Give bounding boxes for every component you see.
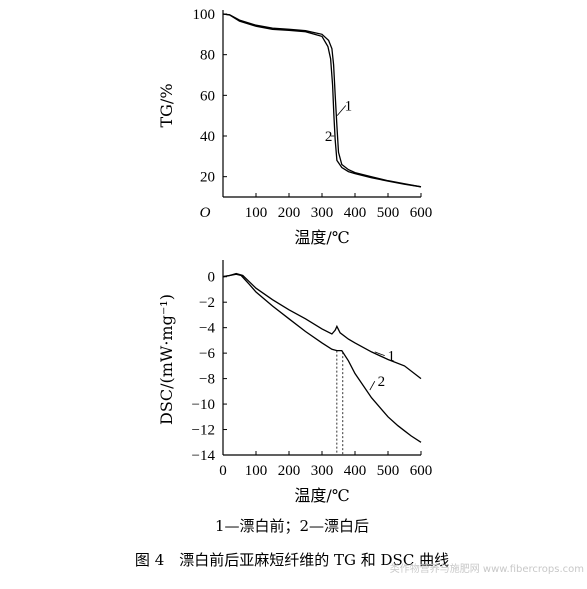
curve-label: 1 — [345, 99, 353, 115]
y-tick-label: −10 — [192, 397, 215, 413]
x-tick-label: 200 — [278, 463, 301, 479]
x-tick-label: 400 — [344, 205, 367, 221]
y-tick-label: −6 — [199, 346, 215, 362]
x-axis-label: 温度/℃ — [294, 228, 349, 247]
curve-label: 1 — [388, 349, 396, 365]
dsc-chart: 0 100 200 300 400 500 600 0 −2 −4 −6 −8 −10 −12 −14 温度/… — [157, 260, 432, 505]
y-tick-label: 60 — [200, 88, 215, 104]
y-tick-label: −14 — [192, 448, 216, 464]
figure-caption: 图 4 漂白前后亚麻短纤维的 TG 和 DSC 曲线 — [135, 551, 449, 569]
y-tick-label: 40 — [200, 129, 215, 145]
curve-label: 2 — [378, 374, 386, 390]
y-tick-label: −2 — [199, 295, 215, 311]
x-tick-label: O — [200, 205, 211, 221]
curve-label-leader — [374, 351, 385, 357]
y-axis-label: TG/% — [157, 83, 176, 127]
x-tick-label: 500 — [377, 205, 400, 221]
y-tick-label: 0 — [208, 270, 216, 286]
curve-label-leader — [336, 105, 347, 116]
curve-label-leader — [369, 380, 376, 391]
curve-label: 2 — [325, 129, 333, 145]
y-tick-label: 80 — [200, 48, 215, 64]
x-tick-label: 600 — [410, 205, 433, 221]
y-tick-label: −12 — [192, 423, 215, 439]
y-tick-label: 20 — [200, 170, 215, 186]
legend-caption: 1—漂白前；2—漂白后 — [215, 517, 369, 535]
x-tick-label: 200 — [278, 205, 301, 221]
x-axis-label: 温度/℃ — [294, 486, 349, 505]
x-tick-label: 100 — [245, 463, 268, 479]
x-tick-label: 500 — [377, 463, 400, 479]
tg-chart: O 100 200 300 400 500 600 20 40 60 80 100 温度/℃ TG/% 12 — [157, 7, 432, 247]
series-line-2 — [222, 272, 422, 380]
series-line-1 — [222, 13, 422, 188]
y-tick-label: −8 — [199, 372, 215, 388]
x-tick-label: 600 — [410, 463, 433, 479]
x-tick-label: 0 — [219, 463, 227, 479]
y-tick-label: −4 — [199, 321, 215, 337]
y-axis-label: DSC/(mW·mg⁻¹) — [157, 294, 176, 425]
x-tick-label: 400 — [344, 463, 367, 479]
watermark: 类作物营养与施肥网 www.fibercrops.com — [390, 562, 584, 575]
x-tick-label: 300 — [311, 205, 334, 221]
series-line-2 — [222, 13, 422, 188]
series-line-1 — [222, 273, 422, 443]
y-tick-label: 100 — [193, 7, 216, 23]
x-tick-label: 300 — [311, 463, 334, 479]
x-tick-label: 100 — [245, 205, 268, 221]
